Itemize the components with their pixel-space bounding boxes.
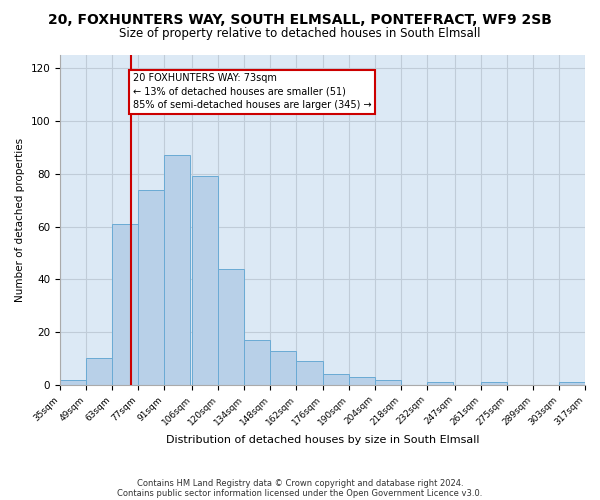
Bar [296, 361, 323, 385]
Bar [164, 156, 190, 385]
Bar [349, 377, 374, 385]
Text: Contains public sector information licensed under the Open Government Licence v3: Contains public sector information licen… [118, 488, 482, 498]
Bar [60, 380, 86, 385]
Text: Size of property relative to detached houses in South Elmsall: Size of property relative to detached ho… [119, 28, 481, 40]
Bar [271, 350, 296, 385]
Bar [218, 268, 244, 385]
Bar [427, 382, 453, 385]
Bar [559, 382, 585, 385]
Bar [481, 382, 507, 385]
Y-axis label: Number of detached properties: Number of detached properties [15, 138, 25, 302]
Bar [244, 340, 271, 385]
Bar [138, 190, 164, 385]
Text: 20, FOXHUNTERS WAY, SOUTH ELMSALL, PONTEFRACT, WF9 2SB: 20, FOXHUNTERS WAY, SOUTH ELMSALL, PONTE… [48, 12, 552, 26]
Bar [192, 176, 218, 385]
Bar [112, 224, 138, 385]
Bar [323, 374, 349, 385]
X-axis label: Distribution of detached houses by size in South Elmsall: Distribution of detached houses by size … [166, 435, 479, 445]
Bar [374, 380, 401, 385]
Text: 20 FOXHUNTERS WAY: 73sqm
← 13% of detached houses are smaller (51)
85% of semi-d: 20 FOXHUNTERS WAY: 73sqm ← 13% of detach… [133, 74, 371, 110]
Bar [86, 358, 112, 385]
Text: Contains HM Land Registry data © Crown copyright and database right 2024.: Contains HM Land Registry data © Crown c… [137, 478, 463, 488]
